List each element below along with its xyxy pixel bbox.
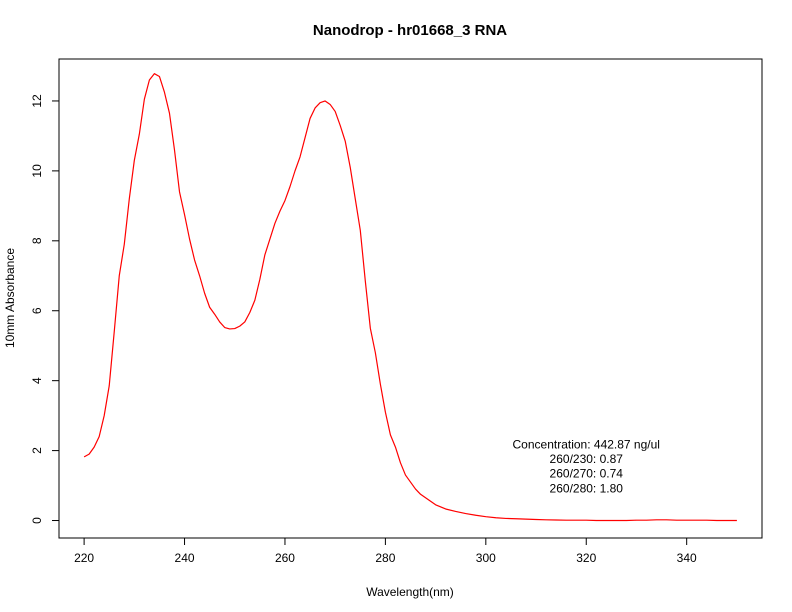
y-tick-label: 10 — [30, 164, 44, 178]
series-group — [83, 73, 737, 522]
x-axis: 220 240 260 280 300 320 340 — [74, 538, 697, 565]
x-tick-label: 280 — [375, 551, 395, 565]
x-axis-label: Wavelength(nm) — [366, 585, 454, 599]
x-tick-label: 300 — [476, 551, 496, 565]
annotation-line: Concentration: 442.87 ng/ul — [513, 437, 660, 451]
x-tick-label: 340 — [677, 551, 697, 565]
absorbance-line-0 — [83, 73, 737, 522]
annotation-line: 260/280: 1.80 — [550, 481, 624, 495]
annotation-line: 260/230: 0.87 — [550, 452, 624, 466]
y-tick-label: 12 — [30, 94, 44, 108]
y-tick-label: 2 — [30, 447, 44, 454]
y-tick-label: 4 — [30, 377, 44, 384]
plot-frame — [58, 58, 763, 539]
y-tick-label: 8 — [30, 237, 44, 244]
y-tick-label: 6 — [30, 307, 44, 314]
y-axis-label: 10mm Absorbance — [3, 248, 17, 348]
x-tick-label: 320 — [576, 551, 596, 565]
y-tick-label: 0 — [30, 517, 44, 524]
chart-title: Nanodrop - hr01668_3 RNA — [313, 22, 507, 39]
x-tick-label: 240 — [175, 551, 195, 565]
y-axis: 0 2 4 6 8 10 12 — [30, 94, 59, 524]
annotation-line: 260/270: 0.74 — [550, 467, 624, 481]
x-tick-label: 220 — [74, 551, 94, 565]
x-tick-label: 260 — [275, 551, 295, 565]
